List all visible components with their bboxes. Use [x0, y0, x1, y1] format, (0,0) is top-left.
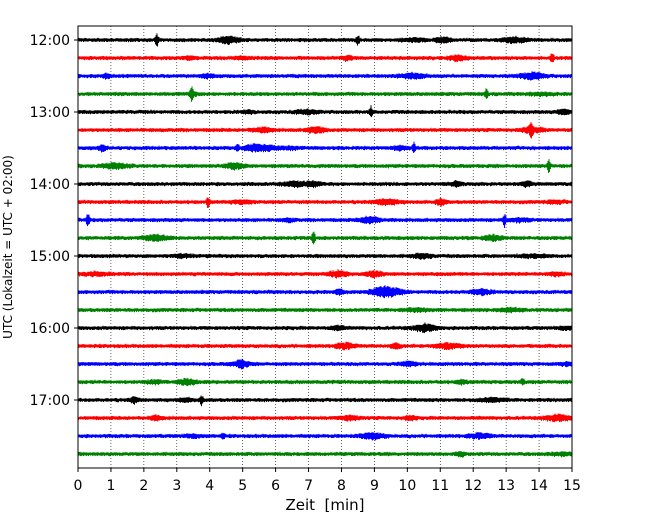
x-tick-label: 2 [139, 478, 148, 494]
seismic-trace-1615 [77, 341, 573, 351]
seismic-trace-1730 [77, 431, 573, 441]
seismic-trace-1645 [77, 377, 573, 387]
trace-group [77, 33, 573, 458]
x-tick-label: 6 [271, 478, 280, 494]
seismic-trace-1430 [77, 214, 573, 229]
seismic-trace-1500 [77, 252, 573, 260]
y-axis-label: UTC (Lokalzeit = UTC + 02:00) [1, 155, 15, 339]
seismic-trace-1715 [77, 413, 573, 423]
x-tick-label: 12 [464, 478, 482, 494]
x-tick-label: 15 [563, 478, 581, 494]
seismic-trace-1515 [77, 269, 573, 279]
seismic-trace-1330 [77, 141, 573, 153]
seismic-trace-1200 [77, 33, 573, 47]
seismic-trace-1315 [77, 122, 573, 139]
y-tick-label: 17:00 [30, 393, 70, 409]
y-axis-ticks: 12:00 13:00 14:00 15:00 16:00 17:00 [30, 33, 78, 409]
plot-area [78, 26, 572, 468]
x-tick-label: 5 [238, 478, 247, 494]
seismic-trace-1415 [77, 197, 573, 208]
seismic-trace-1345 [77, 159, 573, 174]
y-tick-label: 16:00 [30, 321, 70, 337]
x-tick-label: 13 [497, 478, 515, 494]
x-tick-label: 8 [337, 478, 346, 494]
x-tick-label: 0 [74, 478, 83, 494]
x-tick-label: 10 [398, 478, 416, 494]
seismic-trace-1700 [77, 395, 573, 407]
x-tick-label: 11 [431, 478, 449, 494]
x-tick-label: 7 [304, 478, 313, 494]
seismic-trace-1400 [77, 180, 573, 189]
seismic-trace-1530 [77, 285, 573, 299]
seismic-trace-1545 [77, 306, 573, 314]
seismic-trace-1630 [77, 358, 573, 370]
y-tick-label: 15:00 [30, 249, 70, 265]
seismic-trace-1215 [77, 53, 573, 63]
seismic-trace-1600 [77, 322, 573, 334]
y-tick-label: 12:00 [30, 33, 70, 49]
y-tick-label: 14:00 [30, 177, 70, 193]
x-axis-ticks: 0 1 2 3 4 5 6 7 8 9 10 11 12 13 14 15 [74, 468, 581, 494]
x-tick-label: 3 [172, 478, 181, 494]
y-tick-label: 13:00 [30, 105, 70, 121]
seismic-trace-1245 [77, 86, 573, 102]
x-axis-label: Zeit [min] [285, 496, 364, 514]
seismic-trace-1300 [77, 105, 573, 118]
seismic-trace-1445 [77, 231, 573, 245]
seismic-trace-1230 [77, 71, 573, 81]
x-tick-label: 1 [106, 478, 115, 494]
x-tick-label: 9 [370, 478, 379, 494]
x-tick-label: 4 [205, 478, 214, 494]
plot-frame [77, 25, 573, 469]
x-tick-label: 14 [530, 478, 548, 494]
seismic-trace-1745 [77, 451, 573, 458]
